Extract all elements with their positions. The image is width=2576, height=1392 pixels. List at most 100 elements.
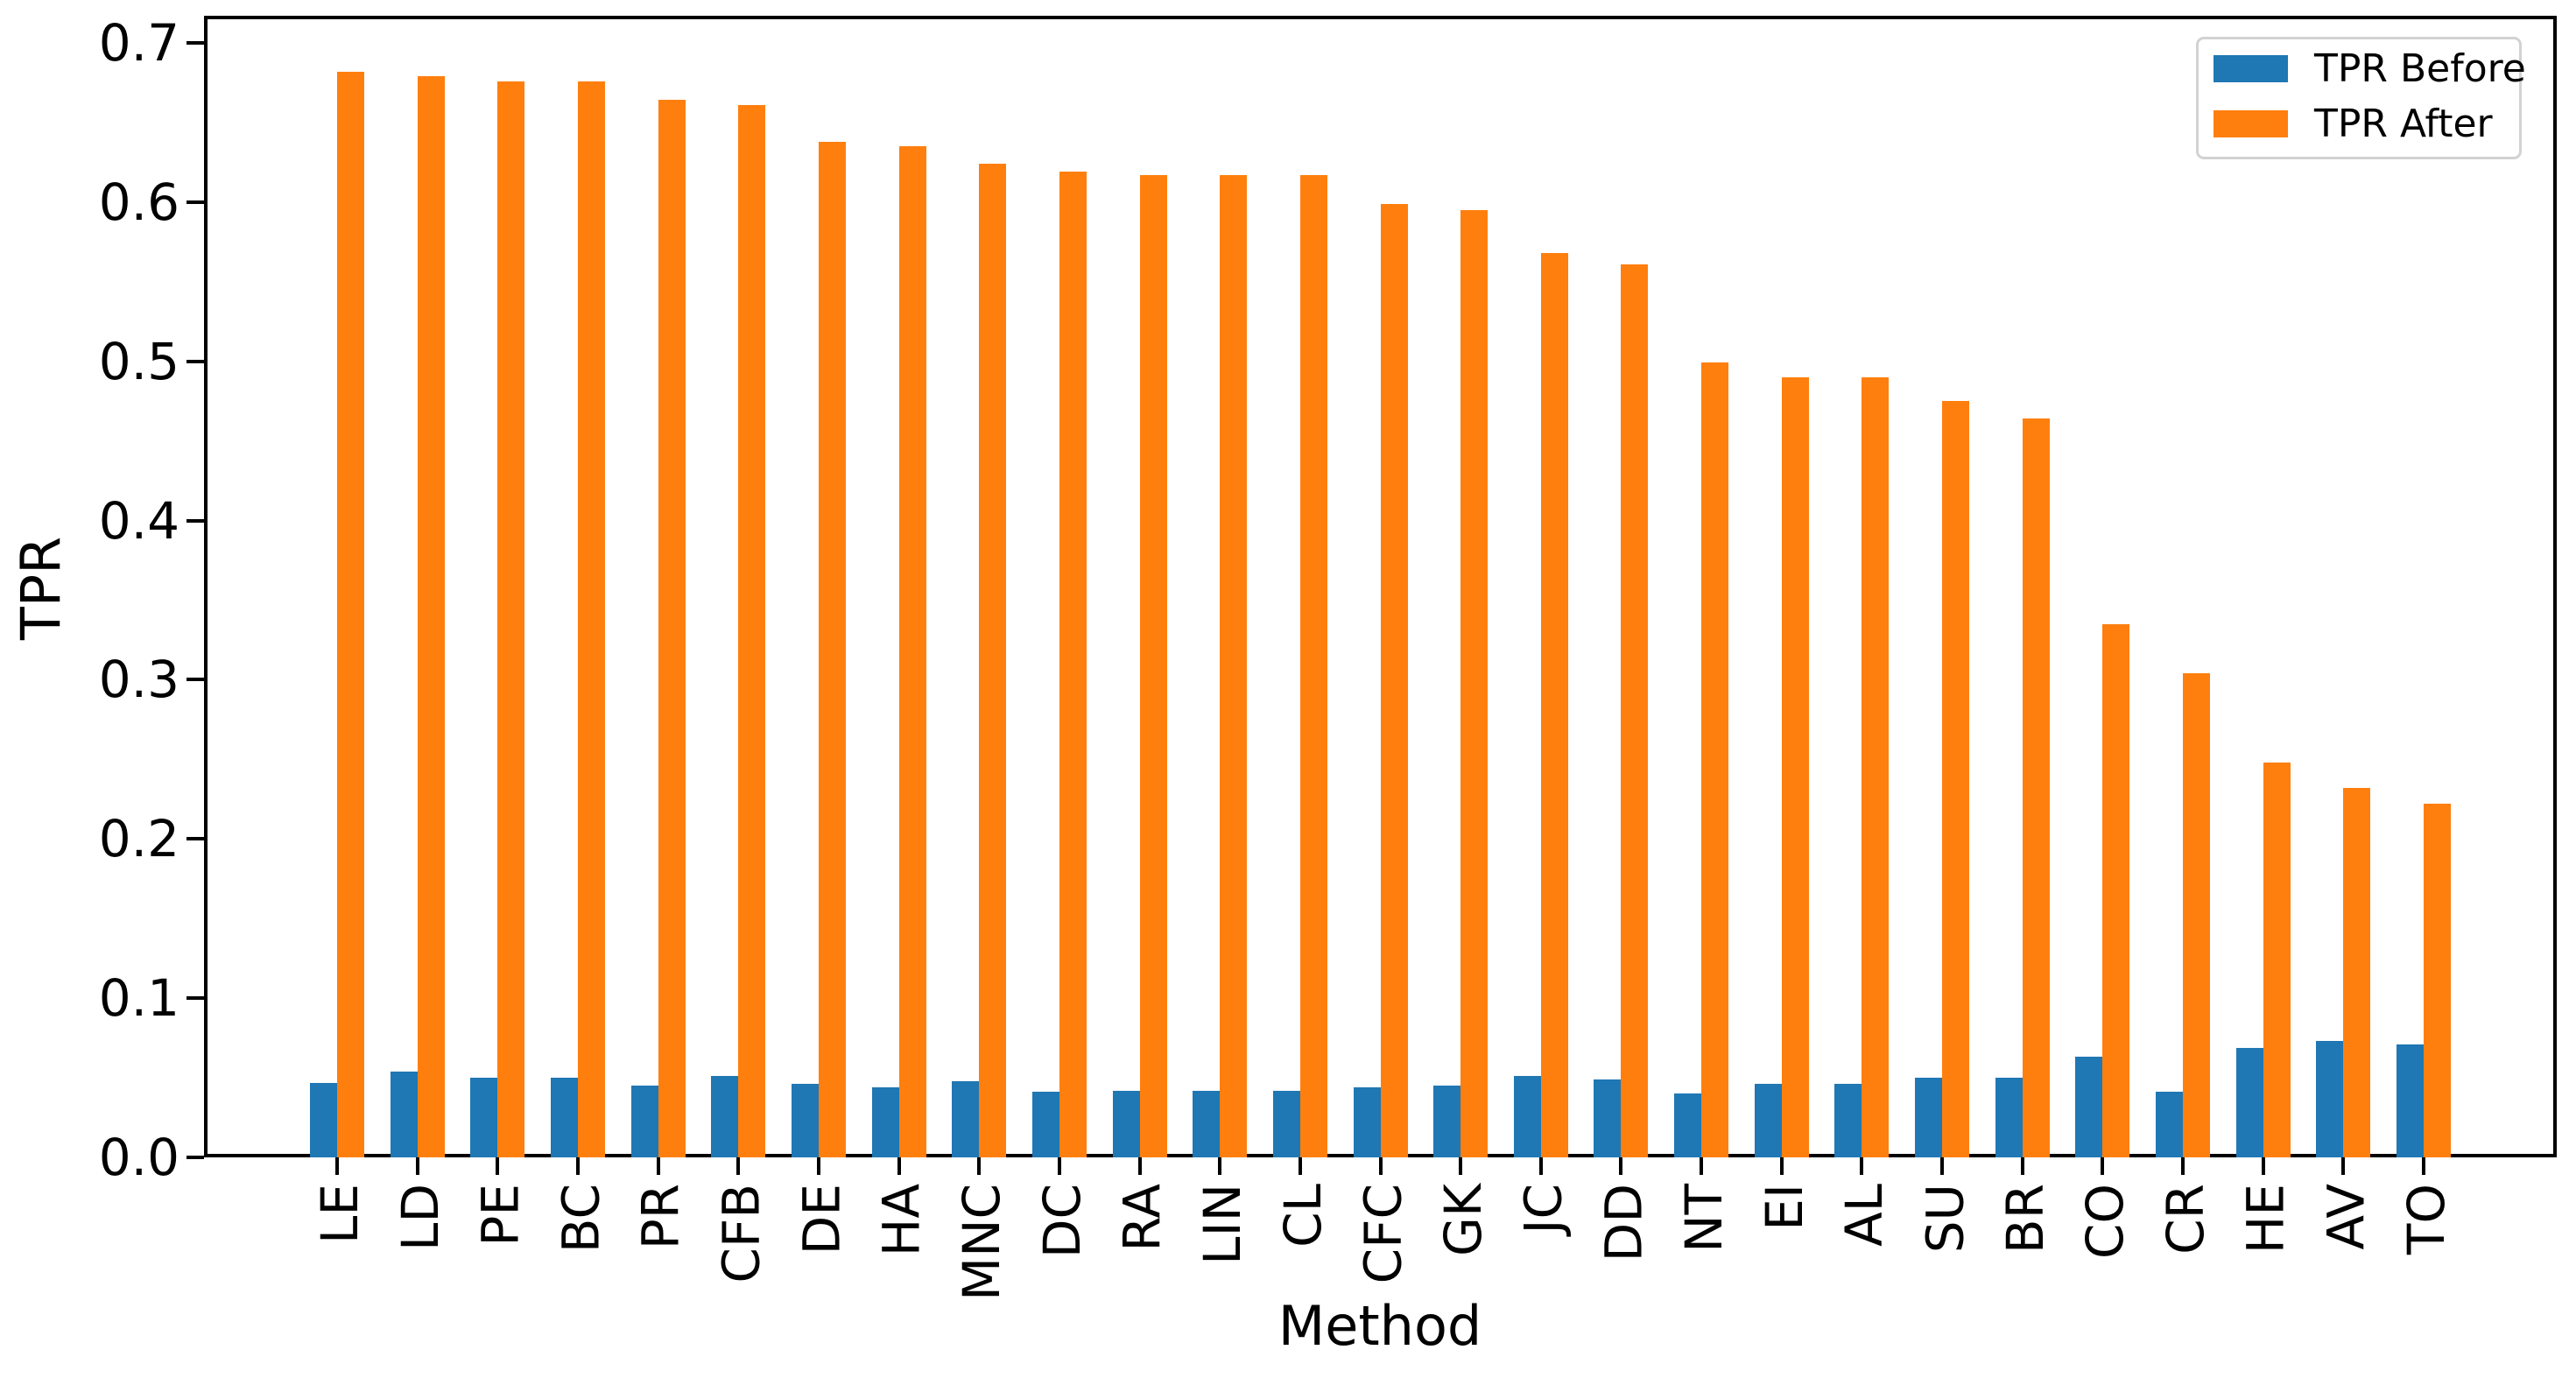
bar-tpr-after-pe <box>497 81 525 1157</box>
bar-tpr-before-ra <box>1112 1090 1140 1157</box>
x-tick <box>2261 1157 2265 1175</box>
x-tick-label-text-de: DE <box>791 1184 851 1255</box>
y-tick <box>187 359 204 363</box>
x-tick-label-text-cr: CR <box>2156 1184 2216 1255</box>
y-tick-label-0-6: 0.6 <box>98 172 179 232</box>
y-tick-label-0-2: 0.2 <box>98 809 179 869</box>
bar-tpr-before-dd <box>1594 1079 1622 1157</box>
bar-tpr-before-bc <box>550 1078 578 1157</box>
x-tick <box>897 1157 901 1175</box>
bar-tpr-after-su <box>1942 401 1970 1157</box>
bar-tpr-after-ha <box>898 146 926 1157</box>
x-tick-label-text-su: SU <box>1915 1184 1975 1254</box>
bar-tpr-before-ld <box>390 1071 418 1157</box>
x-tick <box>1860 1157 1864 1175</box>
bar-tpr-after-pr <box>658 100 686 1157</box>
x-tick-label-text-al: AL <box>1834 1184 1895 1247</box>
bar-tpr-before-mnc <box>952 1080 980 1157</box>
bar-tpr-after-he <box>2263 762 2291 1157</box>
y-tick-label-0-7: 0.7 <box>98 12 179 73</box>
bar-tpr-after-lin <box>1220 174 1248 1157</box>
x-tick <box>1459 1157 1463 1175</box>
bar-tpr-before-le <box>310 1082 337 1157</box>
legend-swatch-tpr-after <box>2214 110 2288 137</box>
x-tick-label-text-jc: JC <box>1513 1184 1573 1234</box>
x-tick <box>575 1157 580 1175</box>
y-tick <box>187 518 204 523</box>
bar-tpr-after-bc <box>577 81 605 1157</box>
bar-tpr-before-jc <box>1513 1076 1541 1157</box>
bar-tpr-after-cl <box>1299 174 1327 1157</box>
bar-tpr-after-nt <box>1701 362 1729 1157</box>
x-tick <box>335 1157 339 1175</box>
x-tick <box>2101 1157 2105 1175</box>
bar-tpr-before-dc <box>1031 1092 1059 1157</box>
x-tick-label-text-co: CO <box>2075 1184 2136 1260</box>
y-tick <box>187 837 204 841</box>
legend-swatch-tpr-before <box>2214 55 2288 82</box>
bar-tpr-before-su <box>1915 1078 1943 1157</box>
bar-tpr-after-co <box>2102 623 2130 1157</box>
x-tick-label-text-bc: BC <box>550 1184 610 1254</box>
bar-tpr-after-cr <box>2183 673 2211 1157</box>
x-tick-label-text-cl: CL <box>1272 1184 1333 1248</box>
x-tick <box>1779 1157 1784 1175</box>
x-tick-label-text-dc: DC <box>1031 1184 1092 1259</box>
x-tick <box>816 1157 820 1175</box>
x-tick-label-text-pe: PE <box>470 1184 531 1247</box>
bar-tpr-after-de <box>818 141 846 1157</box>
x-tick-label-text-lin: LIN <box>1193 1184 1253 1265</box>
x-tick-label-text-nt: NT <box>1674 1184 1735 1253</box>
bar-tpr-after-dc <box>1059 172 1087 1157</box>
x-tick-label-text-br: BR <box>1995 1184 2055 1255</box>
legend-label-tpr-before: TPR Before <box>2314 46 2526 91</box>
x-tick <box>656 1157 660 1175</box>
x-tick-label-text-le: LE <box>310 1184 370 1244</box>
x-tick-label-text-cfc: CFC <box>1353 1184 1413 1284</box>
x-tick-label-text-he: HE <box>2235 1184 2296 1255</box>
bar-tpr-before-ha <box>871 1086 899 1157</box>
x-tick <box>736 1157 741 1175</box>
bar-tpr-before-cr <box>2156 1092 2184 1157</box>
x-tick <box>2422 1157 2425 1175</box>
bar-tpr-before-pr <box>630 1086 658 1157</box>
y-tick-label-0-4: 0.4 <box>98 490 179 551</box>
bar-tpr-after-gk <box>1460 209 1489 1157</box>
y-tick-label-0-0: 0.0 <box>98 1128 179 1187</box>
bar-tpr-before-lin <box>1193 1090 1221 1157</box>
bar-tpr-after-jc <box>1540 252 1568 1157</box>
bar-tpr-after-av <box>2343 788 2371 1157</box>
bar-tpr-after-dd <box>1621 264 1649 1157</box>
x-tick <box>1298 1157 1302 1175</box>
x-tick <box>496 1157 500 1175</box>
x-tick <box>977 1157 982 1175</box>
x-tick <box>1538 1157 1543 1175</box>
legend-label-tpr-after: TPR After <box>2314 102 2493 146</box>
bar-tpr-after-ei <box>1781 376 1809 1157</box>
x-tick <box>1940 1157 1945 1175</box>
bar-tpr-before-cfc <box>1353 1086 1381 1157</box>
x-tick <box>1619 1157 1623 1175</box>
y-axis-title-text: TPR <box>9 536 74 641</box>
y-tick-label-0-1: 0.1 <box>98 968 179 1029</box>
bar-tpr-after-to <box>2424 804 2451 1157</box>
x-tick <box>2341 1157 2346 1175</box>
x-tick <box>1378 1157 1383 1175</box>
bar-tpr-after-ld <box>417 76 445 1157</box>
bar-tpr-after-cfc <box>1380 203 1408 1157</box>
x-tick-label-text-ra: RA <box>1112 1184 1172 1252</box>
bar-tpr-before-he <box>2235 1047 2263 1157</box>
bar-tpr-before-al <box>1834 1084 1862 1157</box>
bar-tpr-after-br <box>2022 418 2050 1157</box>
y-tick <box>187 200 204 204</box>
x-tick <box>2020 1157 2024 1175</box>
y-tick <box>187 996 204 1001</box>
bar-tpr-before-pe <box>470 1078 498 1157</box>
bar-tpr-after-le <box>337 71 364 1157</box>
x-tick-label-text-to: TO <box>2397 1184 2456 1255</box>
y-tick <box>187 1156 204 1159</box>
x-tick-label-text-av: AV <box>2316 1184 2376 1250</box>
bar-tpr-before-cfb <box>711 1076 739 1157</box>
y-tick <box>187 40 204 45</box>
